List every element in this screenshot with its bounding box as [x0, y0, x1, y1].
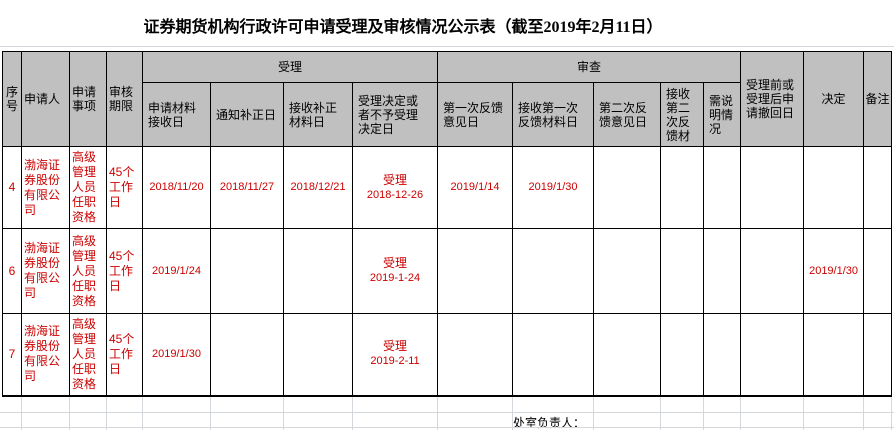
- cell-correction-received: 2018/12/21: [283, 146, 353, 229]
- cell-first-feedback-received: [512, 228, 595, 314]
- cell-first-feedback: 2019/1/14: [437, 146, 514, 229]
- cell-withdrawal: [740, 313, 805, 396]
- cell-remarks: [863, 146, 893, 229]
- cell-matter: 高级管理人员任职资格: [69, 228, 107, 314]
- col-header-seq: 序号: [2, 51, 22, 147]
- cell-seq: 7: [2, 313, 22, 396]
- col-header-first-feedback: 第一次反馈意见日: [437, 82, 514, 147]
- cell-acceptance-decision: 受理 2019-1-24: [351, 228, 439, 314]
- col-header-remarks: 备注: [863, 51, 893, 147]
- cell-correction-notice: 2018/11/27: [210, 146, 284, 229]
- page-title: 证券期货机构行政许可申请受理及审核情况公示表（截至2019年2月11日）: [143, 19, 663, 36]
- acceptance-decision-date: 2019-1-24: [369, 272, 421, 284]
- acceptance-decision-label: 受理: [383, 339, 408, 354]
- cell-review-period: 45个工作日: [106, 228, 143, 314]
- cell-applicant: 渤海证券股份有限公司: [21, 228, 70, 314]
- acceptance-decision-label: 受理: [383, 172, 408, 187]
- acceptance-decision-date: 2018-12-26: [366, 188, 424, 201]
- col-header-first-feedback-received: 接收第一次反馈材料日: [512, 82, 595, 147]
- cell-correction-notice: [210, 228, 284, 314]
- cell-correction-received: [283, 228, 353, 314]
- col-header-matter: 申请事项: [69, 51, 107, 147]
- col-header-correction-received: 接收补正材料日: [283, 82, 353, 147]
- col-header-decision: 决定: [803, 51, 865, 147]
- cell-review-period: 45个工作日: [106, 146, 143, 229]
- col-header-withdrawal: 受理前或受理后申请撤回日: [740, 51, 805, 147]
- col-header-second-feedback-received: 接收第二次反馈材: [660, 82, 705, 147]
- cell-material-received: 2019/1/30: [142, 313, 211, 396]
- table-row: 4 渤海证券股份有限公司 高级管理人员任职资格 45个工作日 2018/11/2…: [2, 146, 893, 229]
- cell-explanation: [703, 146, 742, 229]
- cell-withdrawal: [740, 146, 805, 229]
- col-header-correction-notice: 通知补正日: [210, 82, 284, 147]
- table-row: 6 渤海证券股份有限公司 高级管理人员任职资格 45个工作日 2019/1/24…: [2, 228, 893, 314]
- cell-second-feedback: [593, 146, 662, 229]
- col-header-second-feedback: 第二次反馈意见日: [593, 82, 662, 147]
- cell-matter: 高级管理人员任职资格: [69, 313, 107, 396]
- cell-explanation: [703, 228, 742, 314]
- cell-first-feedback: [437, 228, 514, 314]
- cell-decision: [803, 146, 865, 229]
- cell-applicant: 渤海证券股份有限公司: [21, 146, 70, 229]
- cell-decision: [803, 313, 865, 396]
- cell-second-feedback: [593, 313, 662, 396]
- acceptance-decision-label: 受理: [383, 256, 408, 270]
- cell-acceptance-decision: 受理 2018-12-26: [351, 146, 439, 229]
- cell-first-feedback: [437, 313, 514, 396]
- cell-second-feedback: [593, 228, 662, 314]
- section-chief-label: 处室负责人：: [513, 416, 586, 430]
- cell-first-feedback-received: 2019/1/30: [512, 146, 595, 229]
- cell-seq: 6: [2, 228, 22, 314]
- col-header-applicant: 申请人: [21, 51, 70, 147]
- notice-table: 序号 申请人 申请事项 审核期限 受理 审查 受理前或受理后申请撤回日 决定 备…: [2, 51, 893, 397]
- cell-matter: 高级管理人员任职资格: [69, 146, 107, 229]
- cell-second-feedback-received: [660, 146, 705, 229]
- cell-remarks: [863, 313, 893, 396]
- col-header-review-period: 审核期限: [106, 51, 143, 147]
- col-header-material-received: 申请材料接收日: [142, 82, 211, 147]
- cell-correction-notice: [210, 313, 284, 396]
- cell-explanation: [703, 313, 742, 396]
- cell-material-received: 2019/1/24: [142, 228, 211, 314]
- cell-material-received: 2018/11/20: [142, 146, 211, 229]
- group-header-review: 审查: [437, 51, 742, 83]
- group-header-acceptance: 受理: [141, 51, 439, 83]
- col-header-acceptance-decision: 受理决定或者不予受理决定日: [351, 82, 439, 147]
- cell-withdrawal: [740, 228, 805, 314]
- cell-correction-received: [283, 313, 353, 396]
- cell-second-feedback-received: [660, 313, 705, 396]
- cell-decision: 2019/1/30: [803, 228, 865, 314]
- acceptance-decision-date: 2019-2-11: [370, 355, 420, 368]
- cell-remarks: [863, 228, 893, 314]
- cell-seq: 4: [2, 146, 22, 229]
- cell-review-period: 45个工作日: [106, 313, 143, 396]
- cell-second-feedback-received: [660, 228, 705, 314]
- cell-first-feedback-received: [512, 313, 595, 396]
- cell-acceptance-decision: 受理 2019-2-11: [351, 313, 439, 396]
- table-row: 7 渤海证券股份有限公司 高级管理人员任职资格 45个工作日 2019/1/30…: [2, 313, 893, 396]
- cell-applicant: 渤海证券股份有限公司: [21, 313, 70, 396]
- col-header-explanation: 需说明情况: [703, 82, 742, 147]
